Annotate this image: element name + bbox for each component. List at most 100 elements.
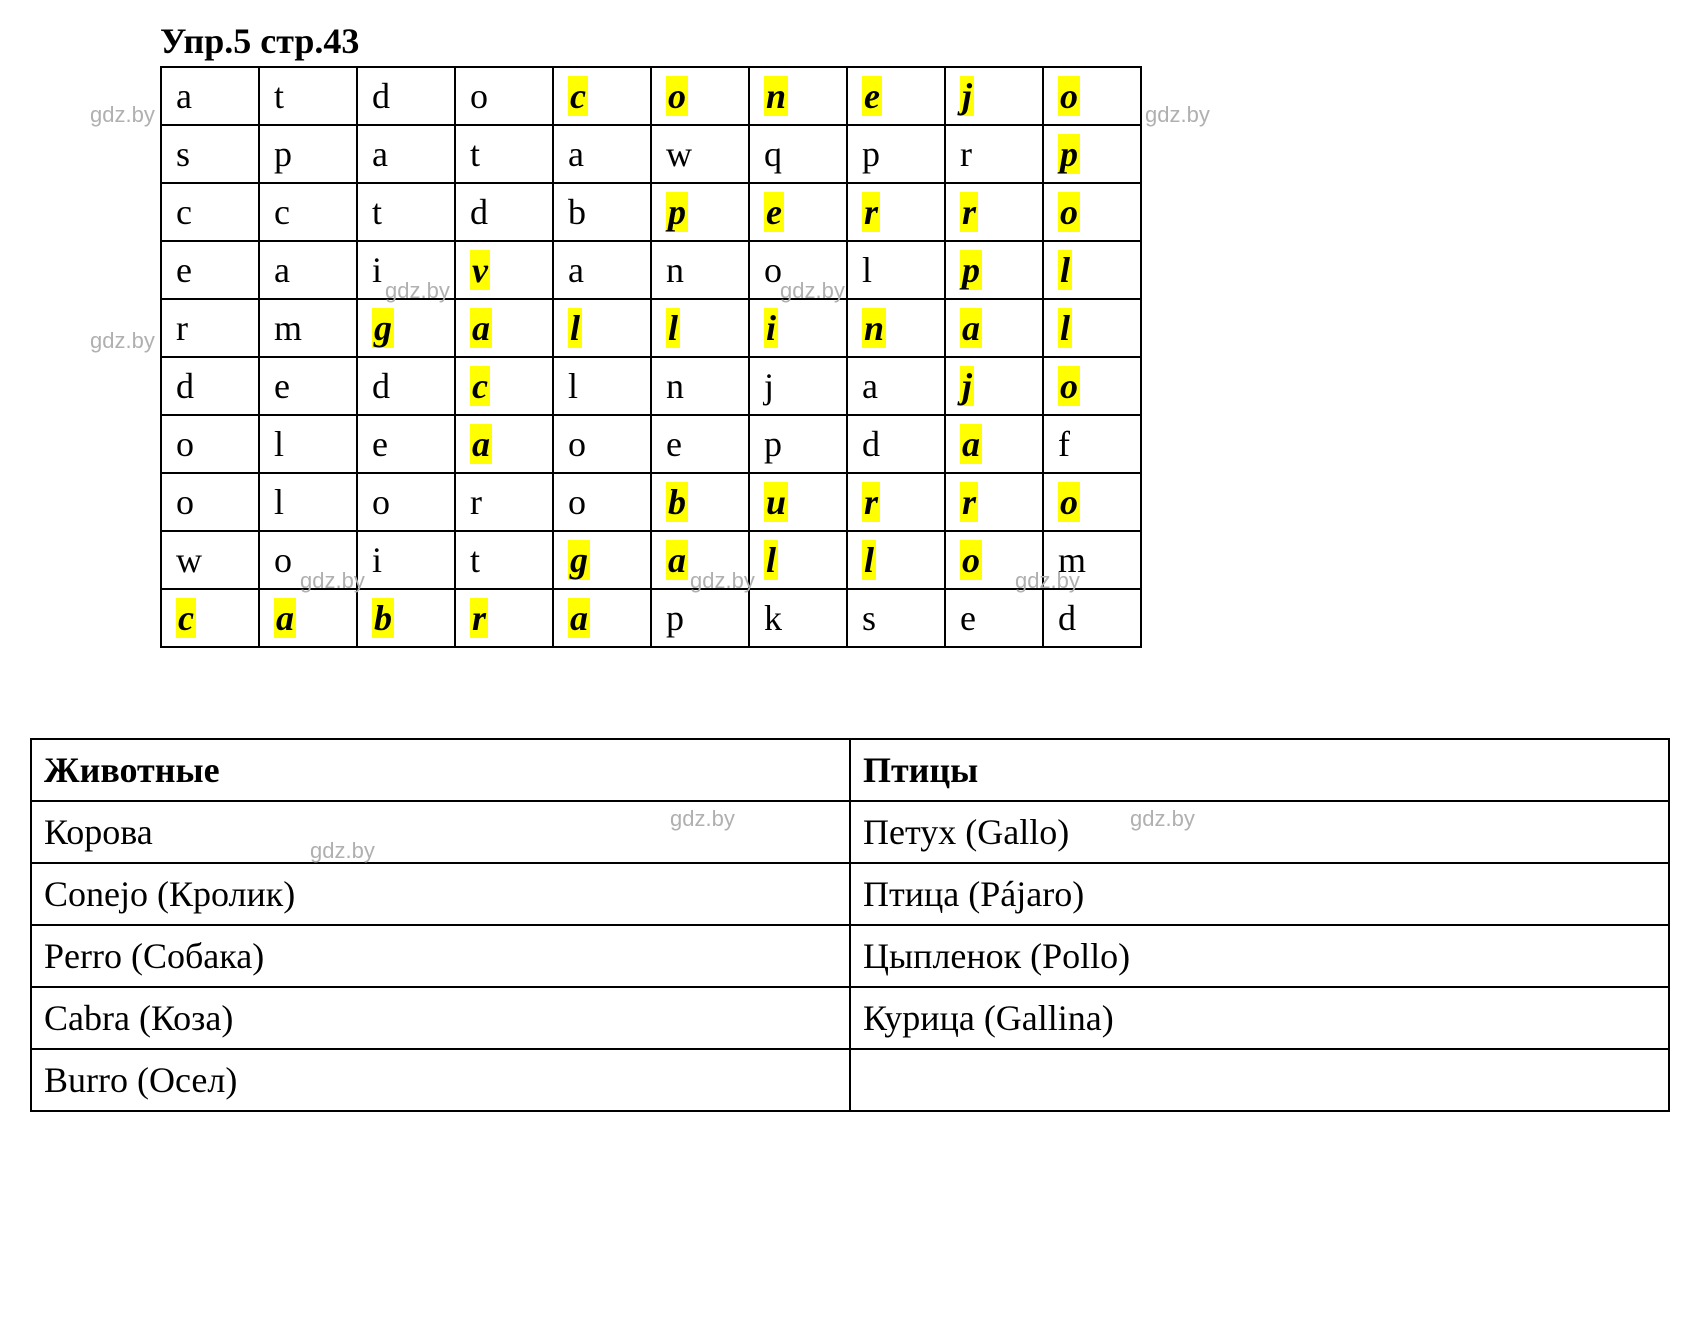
- wordsearch-cell: r: [455, 589, 553, 647]
- wordsearch-cell: p: [749, 415, 847, 473]
- wordsearch-cell: r: [945, 473, 1043, 531]
- wordsearch-row: oloroburro: [161, 473, 1141, 531]
- wordsearch-cell: l: [847, 241, 945, 299]
- wordsearch-cell: o: [553, 473, 651, 531]
- wordsearch-cell: n: [749, 67, 847, 125]
- wordsearch-cell: l: [259, 415, 357, 473]
- wordsearch-cell: p: [1043, 125, 1141, 183]
- wordsearch-cell: a: [553, 125, 651, 183]
- wordsearch-row: spatawqprp: [161, 125, 1141, 183]
- wordsearch-cell: l: [749, 531, 847, 589]
- wordsearch-cell: a: [161, 67, 259, 125]
- wordsearch-cell: w: [161, 531, 259, 589]
- answers-row: Conejo (Кролик)Птица (Pájaro): [31, 863, 1669, 925]
- answers-cell: [850, 1049, 1669, 1111]
- wordsearch-cell: l: [1043, 299, 1141, 357]
- answers-row: Burro (Осел): [31, 1049, 1669, 1111]
- wordsearch-cell: a: [455, 415, 553, 473]
- wordsearch-cell: o: [1043, 183, 1141, 241]
- wordsearch-row: woitgallom: [161, 531, 1141, 589]
- wordsearch-cell: g: [357, 299, 455, 357]
- answers-row: КороваПетух (Gallo): [31, 801, 1669, 863]
- wordsearch-cell: g: [553, 531, 651, 589]
- wordsearch-cell: f: [1043, 415, 1141, 473]
- answers-header-row: Животные Птицы: [31, 739, 1669, 801]
- wordsearch-row: cabrapksed: [161, 589, 1141, 647]
- wordsearch-cell: e: [945, 589, 1043, 647]
- wordsearch-cell: e: [357, 415, 455, 473]
- answers-cell: Perro (Собака): [31, 925, 850, 987]
- wordsearch-cell: o: [1043, 357, 1141, 415]
- wordsearch-cell: d: [357, 67, 455, 125]
- wordsearch-cell: q: [749, 125, 847, 183]
- watermark: gdz.by: [90, 102, 155, 128]
- wordsearch-cell: c: [161, 589, 259, 647]
- wordsearch-cell: p: [259, 125, 357, 183]
- wordsearch-cell: e: [651, 415, 749, 473]
- answers-row: Cabra (Коза)Курица (Gallina): [31, 987, 1669, 1049]
- wordsearch-row: cctdbperro: [161, 183, 1141, 241]
- wordsearch-cell: c: [455, 357, 553, 415]
- wordsearch-cell: e: [847, 67, 945, 125]
- wordsearch-row: eaivanolpl: [161, 241, 1141, 299]
- wordsearch-cell: p: [651, 589, 749, 647]
- wordsearch-cell: p: [651, 183, 749, 241]
- wordsearch-cell: o: [1043, 67, 1141, 125]
- wordsearch-cell: i: [357, 531, 455, 589]
- wordsearch-cell: s: [161, 125, 259, 183]
- page-title: Упр.5 стр.43: [160, 20, 1675, 62]
- wordsearch-cell: t: [357, 183, 455, 241]
- wordsearch-cell: e: [259, 357, 357, 415]
- wordsearch-cell: m: [259, 299, 357, 357]
- wordsearch-cell: t: [455, 125, 553, 183]
- wordsearch-cell: d: [161, 357, 259, 415]
- wordsearch-cell: o: [357, 473, 455, 531]
- wordsearch-cell: b: [553, 183, 651, 241]
- wordsearch-cell: e: [749, 183, 847, 241]
- wordsearch-cell: w: [651, 125, 749, 183]
- wordsearch-cell: n: [847, 299, 945, 357]
- wordsearch-cell: o: [259, 531, 357, 589]
- wordsearch-cell: r: [945, 183, 1043, 241]
- wordsearch-cell: d: [455, 183, 553, 241]
- wordsearch-cell: a: [553, 241, 651, 299]
- answers-header-animals: Животные: [31, 739, 850, 801]
- wordsearch-cell: s: [847, 589, 945, 647]
- wordsearch-cell: i: [357, 241, 455, 299]
- wordsearch-cell: j: [749, 357, 847, 415]
- wordsearch-cell: j: [945, 67, 1043, 125]
- answers-table: Животные Птицы КороваПетух (Gallo)Conejo…: [30, 738, 1670, 1112]
- wordsearch-cell: o: [651, 67, 749, 125]
- wordsearch-cell: l: [847, 531, 945, 589]
- wordsearch-cell: n: [651, 357, 749, 415]
- wordsearch-row: oleaoepdaf: [161, 415, 1141, 473]
- wordsearch-grid: atdoconejospatawqprpcctdbperroeaivanolpl…: [160, 66, 1142, 648]
- wordsearch-row: atdoconejo: [161, 67, 1141, 125]
- wordsearch-cell: b: [651, 473, 749, 531]
- wordsearch-cell: l: [553, 357, 651, 415]
- wordsearch-cell: t: [455, 531, 553, 589]
- answers-cell: Цыпленок (Pollo): [850, 925, 1669, 987]
- wordsearch-cell: p: [945, 241, 1043, 299]
- wordsearch-cell: d: [1043, 589, 1141, 647]
- answers-cell: Петух (Gallo): [850, 801, 1669, 863]
- wordsearch-cell: u: [749, 473, 847, 531]
- wordsearch-cell: b: [357, 589, 455, 647]
- wordsearch-container: atdoconejospatawqprpcctdbperroeaivanolpl…: [160, 66, 1142, 648]
- wordsearch-cell: o: [1043, 473, 1141, 531]
- wordsearch-cell: k: [749, 589, 847, 647]
- wordsearch-cell: n: [651, 241, 749, 299]
- wordsearch-cell: a: [945, 299, 1043, 357]
- wordsearch-cell: d: [357, 357, 455, 415]
- answers-row: Perro (Собака)Цыпленок (Pollo): [31, 925, 1669, 987]
- wordsearch-cell: c: [259, 183, 357, 241]
- answers-cell: Корова: [31, 801, 850, 863]
- wordsearch-cell: r: [455, 473, 553, 531]
- wordsearch-cell: a: [259, 241, 357, 299]
- wordsearch-cell: a: [259, 589, 357, 647]
- wordsearch-cell: a: [455, 299, 553, 357]
- answers-cell: Курица (Gallina): [850, 987, 1669, 1049]
- wordsearch-row: dedclnjajo: [161, 357, 1141, 415]
- answers-cell: Conejo (Кролик): [31, 863, 850, 925]
- answers-cell: Птица (Pájaro): [850, 863, 1669, 925]
